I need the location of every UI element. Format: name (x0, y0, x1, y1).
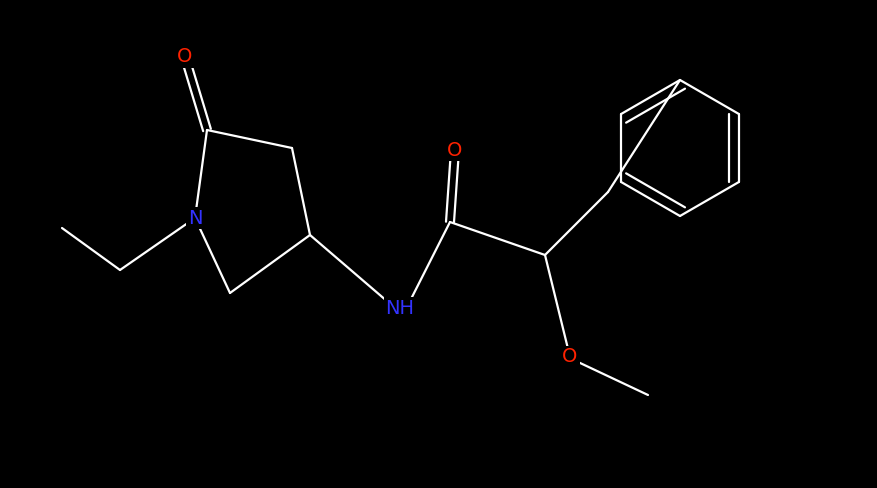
Text: N: N (188, 208, 203, 227)
Text: NH: NH (386, 299, 415, 318)
Text: O: O (177, 47, 193, 66)
Text: O: O (447, 141, 463, 160)
Text: O: O (562, 347, 578, 366)
